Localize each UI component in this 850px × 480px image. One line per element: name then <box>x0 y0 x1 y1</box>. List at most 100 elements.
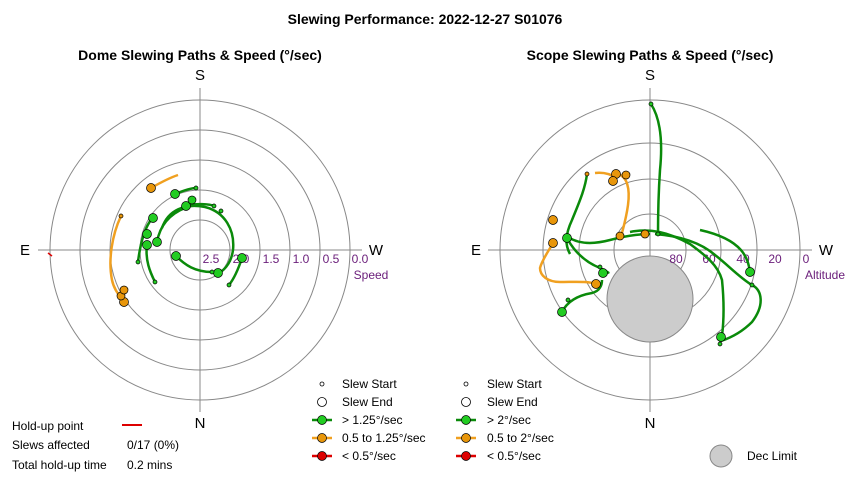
dome-end-point <box>170 189 180 199</box>
legend-fast: > 2°/sec <box>487 413 531 427</box>
scope-tick-5: 0 <box>803 252 810 266</box>
dome-end-point <box>152 237 162 247</box>
dome-end-point <box>146 183 156 193</box>
dome-start-point <box>135 259 141 265</box>
dome-points <box>116 183 247 307</box>
legend-mid: 0.5 to 1.25°/sec <box>342 431 426 445</box>
dome-end-point <box>181 201 191 211</box>
legend-fast-marker <box>461 415 471 425</box>
dome-end-point <box>148 213 158 223</box>
legend-mid-marker <box>317 433 327 443</box>
legend-mid-marker <box>461 433 471 443</box>
scope-end-point <box>548 238 558 248</box>
scope-plot: Scope Slewing Paths & Speed (°/sec) S N … <box>471 47 845 432</box>
scope-start-point <box>565 297 571 303</box>
scope-points <box>548 101 755 347</box>
scope-path-green-5 <box>566 239 610 274</box>
dome-tick-1: 2.5 <box>203 252 220 266</box>
dome-tick-5: 0.5 <box>323 252 340 266</box>
dome-end-point <box>213 268 223 278</box>
dome-dir-s: S <box>195 67 205 84</box>
legend-slew-start-marker <box>463 381 469 387</box>
dome-holdup-mark <box>47 252 53 257</box>
scope-path-orange-3 <box>538 242 597 286</box>
scope-dir-s: S <box>645 67 655 84</box>
legend-slow-marker <box>317 451 327 461</box>
legend-dec-limit: Dec Limit <box>747 449 798 463</box>
legend-slew-end-marker <box>317 397 327 407</box>
dome-end-point <box>171 251 181 261</box>
scope-start-point <box>749 282 755 288</box>
scope-dir-w: W <box>819 242 834 259</box>
scope-dir-n: N <box>645 415 656 432</box>
scope-start-point <box>584 171 590 177</box>
slews-affected-label: Slews affected <box>12 438 90 452</box>
legend-slew-end-marker <box>461 397 471 407</box>
dome-legend: Slew Start Slew End > 1.25°/sec 0.5 to 1… <box>312 377 426 463</box>
scope-end-point <box>562 233 572 243</box>
scope-path-green-3 <box>567 232 651 245</box>
scope-end-point <box>621 170 631 180</box>
dome-start-point <box>118 213 124 219</box>
scope-axis-label: Altitude <box>805 268 845 282</box>
scope-end-point <box>640 229 650 239</box>
legend-slew-end: Slew End <box>342 395 393 409</box>
scope-start-point <box>655 231 661 237</box>
dome-end-point <box>187 195 197 205</box>
scope-dec-limit-zone <box>606 255 694 343</box>
dome-plot: Dome Slewing Paths & Speed (°/sec) S N E… <box>20 47 388 432</box>
dome-tick-6: 0.0 <box>352 252 369 266</box>
legend-slow: < 0.5°/sec <box>342 449 396 463</box>
dome-end-point <box>142 229 152 239</box>
dome-tick-3: 1.5 <box>263 252 280 266</box>
dome-dir-e: E <box>20 242 30 259</box>
legend-slew-end: Slew End <box>487 395 538 409</box>
dome-grid <box>38 88 362 412</box>
slews-affected-value: 0/17 (0%) <box>127 438 179 452</box>
dome-axis-label: Speed <box>354 268 389 282</box>
scope-plot-title: Scope Slewing Paths & Speed (°/sec) <box>527 47 774 63</box>
dome-end-point <box>119 285 129 295</box>
scope-end-point <box>591 279 601 289</box>
legend-slow-marker <box>461 451 471 461</box>
dome-end-point <box>142 240 152 250</box>
scope-tick-1: 80 <box>669 252 683 266</box>
dome-start-point <box>152 279 158 285</box>
scope-path-orange-1 <box>615 172 630 238</box>
legend-mid: 0.5 to 2°/sec <box>487 431 554 445</box>
scope-end-point <box>716 332 726 342</box>
scope-grid <box>488 88 812 412</box>
legend-slew-start-marker <box>319 381 325 387</box>
dome-start-point <box>193 185 199 191</box>
dome-tick-4: 1.0 <box>293 252 310 266</box>
scope-start-point <box>717 341 723 347</box>
scope-end-point <box>598 268 608 278</box>
legend-dec-limit-marker <box>709 444 733 468</box>
dome-end-point <box>237 253 247 263</box>
dome-path-green-5 <box>160 204 235 275</box>
scope-end-point <box>608 176 618 186</box>
dome-dir-n: N <box>195 415 206 432</box>
total-holdup-value: 0.2 mins <box>127 458 172 472</box>
legend-slew-start: Slew Start <box>487 377 542 391</box>
scope-start-point <box>648 101 654 107</box>
chart-title: Slewing Performance: 2022-12-27 S01076 <box>288 11 563 27</box>
scope-path-green-2 <box>565 173 589 255</box>
scope-end-point <box>615 231 625 241</box>
scope-legend: Slew Start Slew End > 2°/sec 0.5 to 2°/s… <box>456 377 798 468</box>
legend-fast-marker <box>317 415 327 425</box>
dome-start-point <box>226 282 232 288</box>
scope-end-point <box>557 307 567 317</box>
scope-path-green-7 <box>629 229 725 337</box>
scope-end-point <box>548 215 558 225</box>
holdup-point-label: Hold-up point <box>12 419 84 433</box>
dome-start-point <box>218 208 224 214</box>
dome-path-green-4 <box>145 244 157 283</box>
holdup-stats: Hold-up point Slews affected 0/17 (0%) T… <box>12 419 179 472</box>
total-holdup-label: Total hold-up time <box>12 458 107 472</box>
legend-fast: > 1.25°/sec <box>342 413 403 427</box>
scope-dir-e: E <box>471 242 481 259</box>
dome-plot-title: Dome Slewing Paths & Speed (°/sec) <box>78 47 322 63</box>
dome-dir-w: W <box>369 242 384 259</box>
